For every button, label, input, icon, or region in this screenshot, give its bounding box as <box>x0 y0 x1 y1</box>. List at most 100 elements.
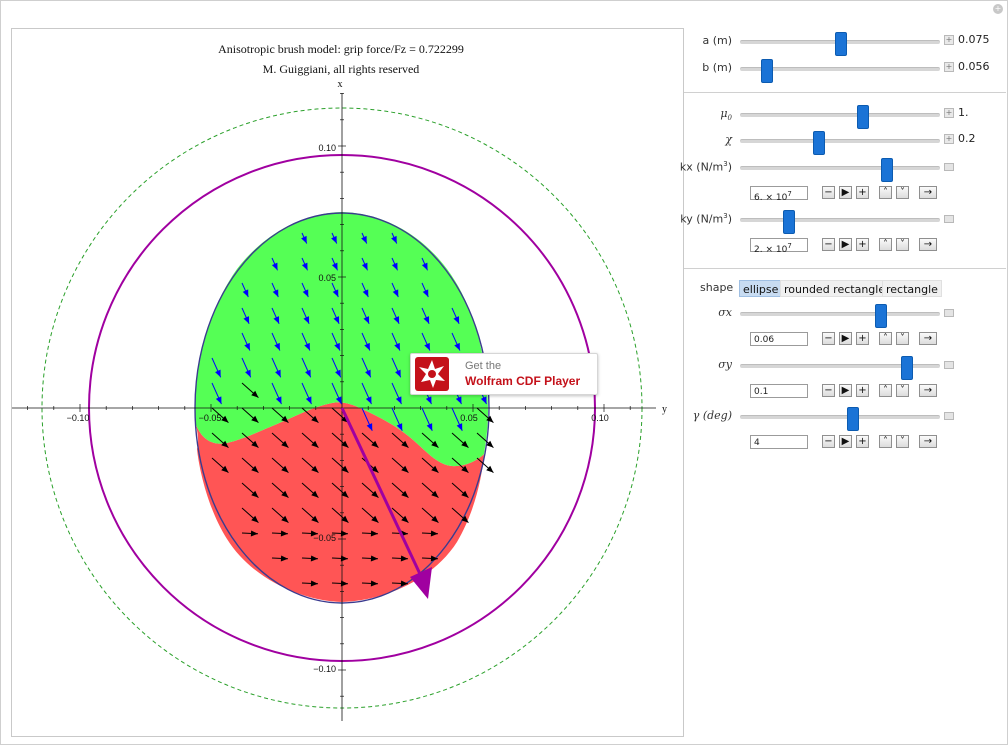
collapse-gamma-icon[interactable] <box>944 412 954 420</box>
kx-faster-button[interactable]: ˄ <box>879 186 892 199</box>
gamma-faster-button[interactable]: ˄ <box>879 435 892 448</box>
sigma-x-slower-button[interactable]: ˅ <box>896 332 909 345</box>
ky-play-button[interactable]: ▶ <box>839 238 852 251</box>
control-chi-label: χ <box>725 133 732 146</box>
adhesion-stress-arrowhead <box>304 342 310 351</box>
adhesion-stress-arrowhead <box>365 369 371 378</box>
sliding-stress-arrowhead <box>486 440 494 448</box>
cdf-player-badge[interactable]: Get the Wolfram CDF Player <box>410 353 598 395</box>
shape-option-rounded-rectangle[interactable]: rounded rectangle <box>780 280 890 297</box>
ky-faster-button[interactable]: ˄ <box>879 238 892 251</box>
kx-field-value: 6. × 10 <box>754 193 788 203</box>
kx-input-field[interactable]: 6. × 107 <box>750 186 808 203</box>
tick-v-010: 0.10 <box>318 143 336 153</box>
adhesion-stress-arrowhead <box>275 396 282 405</box>
slider-sigma-x-track[interactable] <box>740 304 940 328</box>
sliding-stress-arrowhead <box>371 465 379 473</box>
kx-step-back-button[interactable]: − <box>822 186 835 199</box>
collapse-ky-icon[interactable] <box>944 215 954 223</box>
adhesion-stress-arrowhead <box>332 289 339 298</box>
slider-b-thumb[interactable] <box>761 59 773 83</box>
control-sigma-x-label: σx <box>718 306 732 319</box>
adhesion-stress-arrowhead <box>456 423 463 431</box>
control-b: b (m) + 0.056 <box>682 58 1008 83</box>
slider-sigma-x-thumb[interactable] <box>875 304 887 328</box>
collapse-kx-icon[interactable] <box>944 163 954 171</box>
slider-a-track[interactable] <box>740 32 940 56</box>
tick-h-005: 0.05 <box>460 413 478 423</box>
adhesion-stress-arrowhead <box>242 289 249 298</box>
ky-direction-button[interactable]: → <box>919 238 937 251</box>
ky-slower-button[interactable]: ˅ <box>896 238 909 251</box>
gamma-step-back-button[interactable]: − <box>822 435 835 448</box>
sigma-x-step-forward-button[interactable]: + <box>856 332 869 345</box>
expand-b-icon[interactable]: + <box>944 62 954 72</box>
sliding-stress-arrowhead <box>431 440 439 448</box>
sigma-y-step-forward-button[interactable]: + <box>856 384 869 397</box>
gamma-direction-button[interactable]: → <box>919 435 937 448</box>
slider-chi-track[interactable] <box>740 131 940 155</box>
slider-mu0-track[interactable] <box>740 105 940 129</box>
slider-kx-thumb[interactable] <box>881 158 893 182</box>
slider-gamma-track[interactable] <box>740 407 940 431</box>
sigma-y-input-field[interactable]: 0.1 <box>750 384 808 398</box>
sigma-x-input-field[interactable]: 0.06 <box>750 332 808 346</box>
sigma-y-direction-button[interactable]: → <box>919 384 937 397</box>
gamma-play-button[interactable]: ▶ <box>839 435 852 448</box>
options-icon[interactable]: + <box>993 4 1003 14</box>
adhesion-stress-arrowhead <box>274 342 280 351</box>
ky-step-back-button[interactable]: − <box>822 238 835 251</box>
expand-mu0-icon[interactable]: + <box>944 108 954 118</box>
sigma-x-step-back-button[interactable]: − <box>822 332 835 345</box>
sigma-x-faster-button[interactable]: ˄ <box>879 332 892 345</box>
kx-slower-button[interactable]: ˅ <box>896 186 909 199</box>
gamma-input-field[interactable]: 4 <box>750 435 808 449</box>
ky-input-field[interactable]: 2. × 107 <box>750 238 808 255</box>
brush-model-plot: Anisotropic brush model: grip force/Fz =… <box>12 42 667 721</box>
collapse-sigma-x-icon[interactable] <box>944 309 954 317</box>
sigma-y-play-button[interactable]: ▶ <box>839 384 852 397</box>
slider-ky-track[interactable] <box>740 210 940 234</box>
sliding-stress-arrowhead <box>280 555 288 562</box>
slider-ky-thumb[interactable] <box>783 210 795 234</box>
expand-a-icon[interactable]: + <box>944 35 954 45</box>
ky-label-text: ky (N/m <box>680 212 724 226</box>
slider-chi-thumb[interactable] <box>813 131 825 155</box>
kx-step-forward-button[interactable]: + <box>856 186 869 199</box>
sigma-y-faster-button[interactable]: ˄ <box>879 384 892 397</box>
tick-v-neg010: −0.10 <box>313 664 336 674</box>
sigma-y-slower-button[interactable]: ˅ <box>896 384 909 397</box>
tick-v-neg005: −0.05 <box>313 533 336 543</box>
adhesion-stress-arrowhead <box>272 289 279 298</box>
sigma-y-step-back-button[interactable]: − <box>822 384 835 397</box>
kx-direction-button[interactable]: → <box>919 186 937 199</box>
slider-b-track[interactable] <box>740 59 940 83</box>
collapse-sigma-y-icon[interactable] <box>944 361 954 369</box>
sliding-stress-arrowhead <box>431 515 439 523</box>
control-panel: a (m) + 0.075 b (m) + 0.056 μ0 + 1. <box>680 1 1008 746</box>
slider-sigma-y-track[interactable] <box>740 356 940 380</box>
expand-chi-icon[interactable]: + <box>944 134 954 144</box>
slider-gamma-thumb[interactable] <box>847 407 859 431</box>
control-kx-label: kx (N/m3) <box>666 160 732 174</box>
shape-option-rectangle[interactable]: rectangle <box>882 280 942 297</box>
gamma-slower-button[interactable]: ˅ <box>896 435 909 448</box>
sigma-x-play-button[interactable]: ▶ <box>839 332 852 345</box>
gamma-step-forward-button[interactable]: + <box>856 435 869 448</box>
slider-sigma-y-thumb[interactable] <box>901 356 913 380</box>
slider-kx-track[interactable] <box>740 158 940 182</box>
shape-option-ellipse[interactable]: ellipse <box>739 280 783 297</box>
adhesion-stress-arrowhead <box>426 423 433 431</box>
slider-mu0-thumb[interactable] <box>857 105 869 129</box>
sliding-stress-arrowhead <box>461 490 469 498</box>
value-chi: 0.2 <box>958 132 976 145</box>
ky-step-forward-button[interactable]: + <box>856 238 869 251</box>
sliding-stress-arrowhead <box>400 555 408 562</box>
sliding-stress-arrowhead <box>341 490 349 498</box>
sliding-stress-arrowhead <box>310 555 318 562</box>
sliding-stress-arrowhead <box>311 515 319 523</box>
slider-a-thumb[interactable] <box>835 32 847 56</box>
sigma-x-direction-button[interactable]: → <box>919 332 937 345</box>
kx-play-button[interactable]: ▶ <box>839 186 852 199</box>
